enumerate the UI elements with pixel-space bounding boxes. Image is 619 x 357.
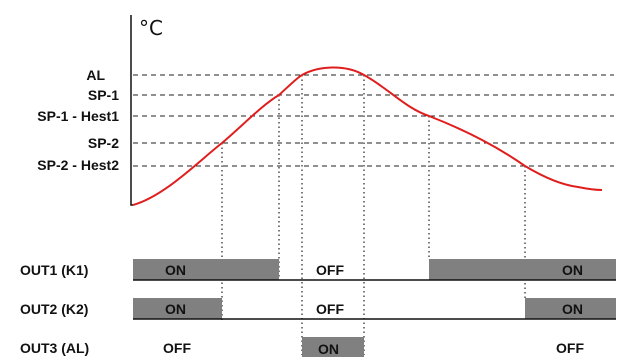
out1-state-1: ON <box>165 262 186 278</box>
out3-label: OUT3 (AL) <box>20 340 89 356</box>
out1-state-3: ON <box>562 262 583 278</box>
out1-on-segment-2 <box>429 259 616 280</box>
out3-state-1: OFF <box>163 340 191 356</box>
level-label-sp2: SP-2 <box>88 135 119 151</box>
level-label-al: AL <box>86 67 105 83</box>
out2-on-segment-1 <box>133 298 222 319</box>
out2-state-1: ON <box>165 301 186 317</box>
out3-state-3: OFF <box>556 340 584 356</box>
out1-label: OUT1 (K1) <box>20 262 88 278</box>
y-axis <box>130 15 133 206</box>
out2-on-segment-2 <box>525 298 616 319</box>
temperature-curve <box>132 66 603 206</box>
out3-on-segment <box>302 337 364 357</box>
unit-label: °C <box>139 16 163 40</box>
out2-state-2: OFF <box>316 301 344 317</box>
out1-state-2: OFF <box>316 262 344 278</box>
out2-label: OUT2 (K2) <box>20 301 88 317</box>
out1-on-segment-1 <box>133 259 279 280</box>
level-label-sp2-hest2: SP-2 - Hest2 <box>37 157 119 173</box>
out3-state-2: ON <box>318 341 339 357</box>
level-label-sp1: SP-1 <box>88 87 119 103</box>
level-label-sp1-hest1: SP-1 - Hest1 <box>37 108 119 124</box>
out2-state-3: ON <box>562 301 583 317</box>
